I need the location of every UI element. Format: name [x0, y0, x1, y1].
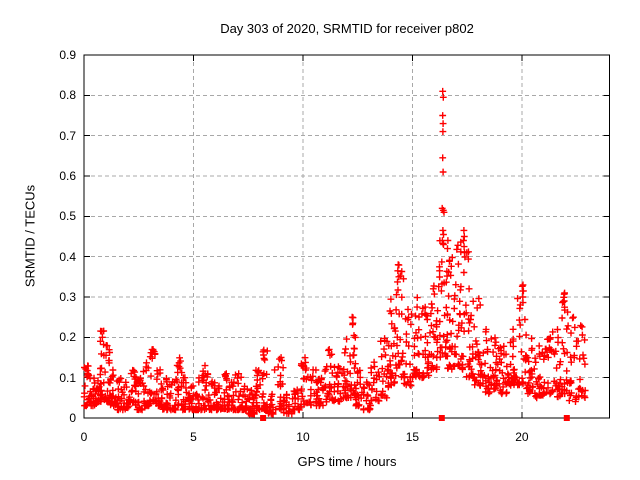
axis-ticks [83, 54, 610, 419]
zero-flag-marker [438, 415, 445, 421]
y-tick-label: 0.7 [59, 128, 76, 143]
y-tick-label: 0.6 [59, 169, 76, 183]
y-tick-label: 0.2 [59, 330, 76, 345]
plot-border [83, 54, 610, 419]
y-tick-label: 0.9 [59, 48, 76, 62]
y-axis-label: SRMTID / TECUs [22, 184, 38, 288]
y-tick-label: 0.5 [59, 209, 76, 224]
x-tick-label: 5 [190, 430, 197, 444]
y-tick-label: 0.8 [59, 88, 76, 103]
x-axis-label: GPS time / hours [297, 454, 397, 469]
scatter-points-srmtid [80, 87, 589, 418]
grid-lines [84, 55, 610, 418]
y-tick-label: 0 [69, 411, 76, 425]
x-tick-label: 10 [296, 430, 310, 444]
y-tick-label: 0.4 [59, 249, 76, 264]
x-tick-label: 0 [80, 430, 88, 444]
zero-flag-marker [563, 415, 570, 421]
chart-title: Day 303 of 2020, SRMTID for receiver p80… [220, 21, 474, 36]
x-tick-label: 20 [515, 430, 529, 444]
x-tick-label: 15 [405, 430, 420, 444]
y-tick-label: 0.1 [59, 370, 76, 385]
y-tick-label: 0.3 [59, 290, 76, 304]
zero-flag-marker [260, 415, 267, 421]
